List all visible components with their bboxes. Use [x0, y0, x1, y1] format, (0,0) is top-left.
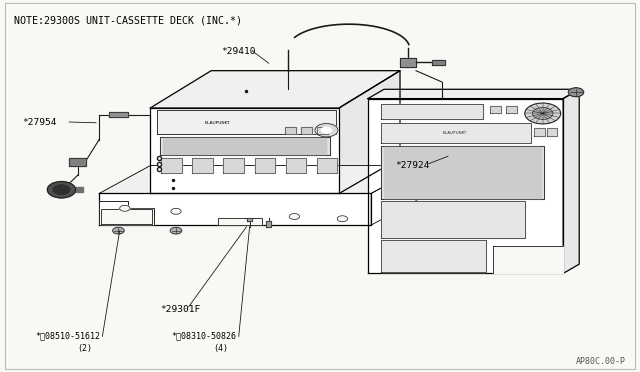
- Text: NOTE:29300S UNIT-CASSETTE DECK (INC.*): NOTE:29300S UNIT-CASSETTE DECK (INC.*): [14, 16, 242, 25]
- Polygon shape: [218, 218, 262, 225]
- Polygon shape: [493, 246, 563, 273]
- Polygon shape: [99, 193, 371, 225]
- Circle shape: [113, 227, 124, 234]
- Polygon shape: [317, 158, 337, 173]
- Polygon shape: [317, 127, 328, 134]
- Polygon shape: [247, 218, 252, 221]
- Text: *27924: *27924: [396, 161, 430, 170]
- Polygon shape: [339, 71, 400, 193]
- Polygon shape: [99, 166, 422, 193]
- Circle shape: [171, 208, 181, 214]
- Circle shape: [53, 185, 70, 195]
- Circle shape: [525, 103, 561, 124]
- Polygon shape: [161, 158, 182, 173]
- Polygon shape: [69, 158, 86, 166]
- Polygon shape: [266, 221, 271, 227]
- Polygon shape: [101, 209, 152, 224]
- Polygon shape: [285, 127, 296, 134]
- Polygon shape: [73, 187, 83, 192]
- Polygon shape: [109, 112, 128, 117]
- Circle shape: [532, 108, 553, 119]
- Polygon shape: [163, 138, 326, 154]
- Text: AP80C.00-P: AP80C.00-P: [576, 357, 626, 366]
- Text: *Ⓝ08510-51612: *Ⓝ08510-51612: [35, 332, 100, 341]
- Text: BLAUPUNKT: BLAUPUNKT: [205, 121, 230, 125]
- Text: *29410: *29410: [221, 47, 255, 56]
- Polygon shape: [432, 60, 445, 65]
- Polygon shape: [381, 146, 544, 199]
- Text: *27954: *27954: [22, 118, 57, 126]
- Polygon shape: [381, 104, 483, 119]
- Text: (2): (2): [77, 344, 92, 353]
- Text: BLAUPUNKT: BLAUPUNKT: [442, 131, 467, 135]
- Circle shape: [321, 127, 332, 133]
- Polygon shape: [150, 108, 339, 193]
- Polygon shape: [99, 201, 154, 225]
- Polygon shape: [506, 106, 517, 113]
- Polygon shape: [368, 99, 563, 273]
- Circle shape: [315, 124, 338, 137]
- Circle shape: [170, 227, 182, 234]
- Polygon shape: [368, 89, 579, 99]
- Polygon shape: [400, 58, 416, 67]
- Polygon shape: [384, 147, 541, 198]
- Polygon shape: [563, 89, 579, 273]
- Polygon shape: [490, 106, 501, 113]
- Text: *29301F: *29301F: [160, 305, 200, 314]
- Polygon shape: [301, 127, 312, 134]
- Text: (4): (4): [213, 344, 228, 353]
- Polygon shape: [547, 128, 557, 136]
- Polygon shape: [371, 166, 422, 225]
- Polygon shape: [534, 128, 545, 136]
- Circle shape: [47, 182, 76, 198]
- Polygon shape: [381, 201, 525, 238]
- Text: *Ⓝ08310-50826: *Ⓝ08310-50826: [172, 332, 237, 341]
- Circle shape: [120, 205, 130, 211]
- Polygon shape: [223, 158, 244, 173]
- Circle shape: [337, 216, 348, 222]
- Circle shape: [568, 88, 584, 97]
- Polygon shape: [285, 158, 306, 173]
- Polygon shape: [381, 240, 486, 272]
- Polygon shape: [193, 158, 213, 173]
- Polygon shape: [160, 137, 330, 155]
- Polygon shape: [255, 158, 275, 173]
- Polygon shape: [381, 123, 531, 143]
- Polygon shape: [157, 110, 336, 134]
- Polygon shape: [150, 71, 400, 108]
- Circle shape: [289, 214, 300, 219]
